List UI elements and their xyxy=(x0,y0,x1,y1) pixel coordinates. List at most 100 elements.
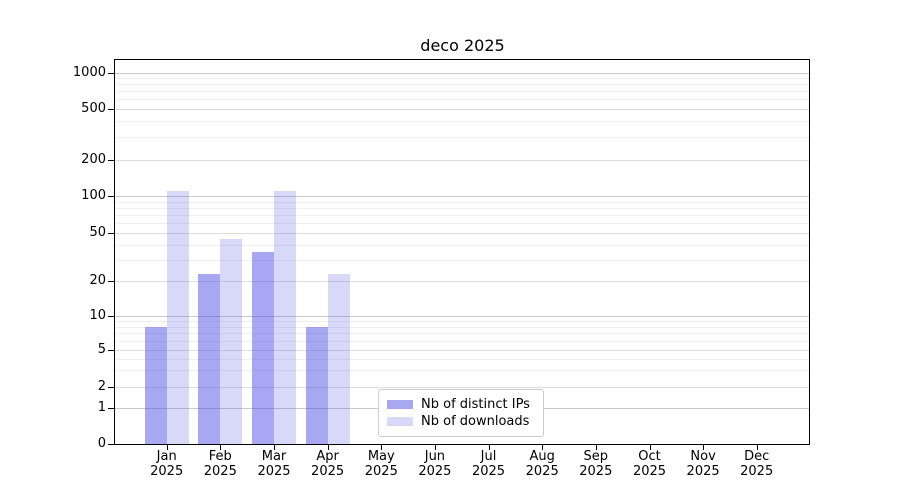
y-tick-label: 0 xyxy=(97,436,106,451)
x-tick-year: 2025 xyxy=(311,464,345,479)
x-tick-mark xyxy=(166,445,168,450)
bar-distinct-ips-feb xyxy=(198,273,221,444)
x-tick-month: Sep xyxy=(583,449,609,464)
y-gridline-major xyxy=(115,386,809,388)
bar-distinct-ips-jan xyxy=(144,326,167,444)
y-gridline-minor xyxy=(115,207,809,209)
y-gridline-minor xyxy=(115,84,809,86)
y-gridline-minor xyxy=(115,201,809,203)
x-tick-label: Jan 2025 xyxy=(139,449,195,479)
y-tick-label: 100 xyxy=(81,188,106,203)
y-gridline-minor xyxy=(115,215,809,216)
x-tick-mark xyxy=(756,445,758,450)
y-gridline-major xyxy=(115,349,809,351)
chart-title: deco 2025 xyxy=(420,36,505,55)
x-tick-mark xyxy=(595,445,597,450)
legend-label: Nb of distinct IPs xyxy=(421,397,530,412)
legend-item-downloads: Nb of downloads xyxy=(387,413,543,430)
x-tick-month: Mar xyxy=(261,449,287,464)
legend-swatch-downloads xyxy=(387,417,413,426)
y-gridline-minor xyxy=(115,137,809,139)
x-tick-label: Jun 2025 xyxy=(407,449,463,479)
x-tick-year: 2025 xyxy=(525,464,559,479)
x-tick-label: Dec 2025 xyxy=(729,449,785,479)
x-tick-year: 2025 xyxy=(150,464,184,479)
legend-item-distinct-ips: Nb of distinct IPs xyxy=(387,396,543,413)
y-tick-mark xyxy=(108,349,114,351)
y-gridline-major xyxy=(115,72,809,74)
bar-distinct-ips-mar xyxy=(252,251,274,444)
x-tick-mark xyxy=(274,445,275,450)
x-tick-month: Jan xyxy=(156,449,177,464)
y-tick-label: 1 xyxy=(97,400,106,415)
x-tick-mark xyxy=(220,445,222,450)
x-tick-month: Apr xyxy=(316,449,339,464)
y-gridline-minor xyxy=(115,321,809,323)
y-gridline-major xyxy=(115,109,809,110)
y-tick-label: 2 xyxy=(97,378,106,394)
bar-downloads-apr xyxy=(327,273,350,444)
y-gridline-major xyxy=(115,160,809,161)
x-tick-label: Mar 2025 xyxy=(246,449,302,479)
y-tick-mark xyxy=(108,386,114,388)
legend-label: Nb of downloads xyxy=(421,414,530,429)
x-tick-year: 2025 xyxy=(686,464,720,479)
y-tick-label: 200 xyxy=(81,152,106,167)
x-tick-mark xyxy=(542,445,544,450)
x-tick-mark xyxy=(488,445,490,450)
y-gridline-minor xyxy=(115,121,809,123)
y-gridline-minor xyxy=(115,358,809,360)
x-tick-month: Dec xyxy=(744,449,770,464)
y-tick-mark xyxy=(108,444,114,445)
y-gridline-major xyxy=(115,316,809,317)
y-tick-label: 5 xyxy=(97,341,106,357)
x-tick-year: 2025 xyxy=(257,464,291,479)
bar-downloads-jan xyxy=(166,191,189,444)
y-gridline-major xyxy=(115,196,809,197)
x-tick-year: 2025 xyxy=(579,464,613,479)
x-tick-mark xyxy=(649,445,651,450)
y-gridline-minor xyxy=(115,340,809,342)
y-gridline-minor xyxy=(115,370,809,372)
x-tick-year: 2025 xyxy=(740,464,774,479)
y-tick-label: 10 xyxy=(89,308,106,323)
x-tick-label: Oct 2025 xyxy=(622,449,678,479)
bar-distinct-ips-apr xyxy=(305,326,328,444)
y-gridline-minor xyxy=(115,91,809,93)
x-tick-month: Feb xyxy=(208,449,232,464)
y-gridline-minor xyxy=(115,99,809,101)
x-tick-month: May xyxy=(367,449,395,464)
x-tick-year: 2025 xyxy=(632,464,667,479)
x-tick-mark xyxy=(434,445,436,450)
y-tick-mark xyxy=(108,160,114,161)
plot-area xyxy=(114,59,810,445)
y-tick-mark xyxy=(108,109,114,110)
x-tick-label: Nov 2025 xyxy=(675,449,731,479)
x-tick-label: May 2025 xyxy=(353,449,409,479)
y-tick-mark xyxy=(108,408,114,409)
x-tick-month: Nov xyxy=(690,449,716,464)
x-tick-label: Jul 2025 xyxy=(461,449,517,479)
legend-swatch-distinct-ips xyxy=(387,400,413,409)
x-tick-mark xyxy=(381,445,383,450)
x-tick-label: Aug 2025 xyxy=(514,449,570,479)
y-gridline-major xyxy=(115,233,809,234)
y-gridline-minor xyxy=(115,244,809,246)
bar-downloads-feb xyxy=(220,238,243,444)
x-tick-year: 2025 xyxy=(364,464,398,479)
legend: Nb of distinct IPs Nb of downloads xyxy=(378,389,544,437)
y-tick-mark xyxy=(108,72,114,74)
x-tick-mark xyxy=(327,445,329,450)
y-tick-mark xyxy=(108,281,114,282)
y-tick-mark xyxy=(108,316,114,317)
y-gridline-minor xyxy=(115,223,809,225)
x-tick-month: Aug xyxy=(529,449,555,464)
y-tick-mark xyxy=(108,196,114,197)
y-gridline-major xyxy=(115,281,809,282)
x-tick-label: Sep 2025 xyxy=(568,449,624,479)
y-tick-label: 20 xyxy=(89,273,106,288)
y-gridline-minor xyxy=(115,78,809,79)
x-tick-label: Feb 2025 xyxy=(192,449,248,479)
y-gridline-minor xyxy=(115,259,809,261)
